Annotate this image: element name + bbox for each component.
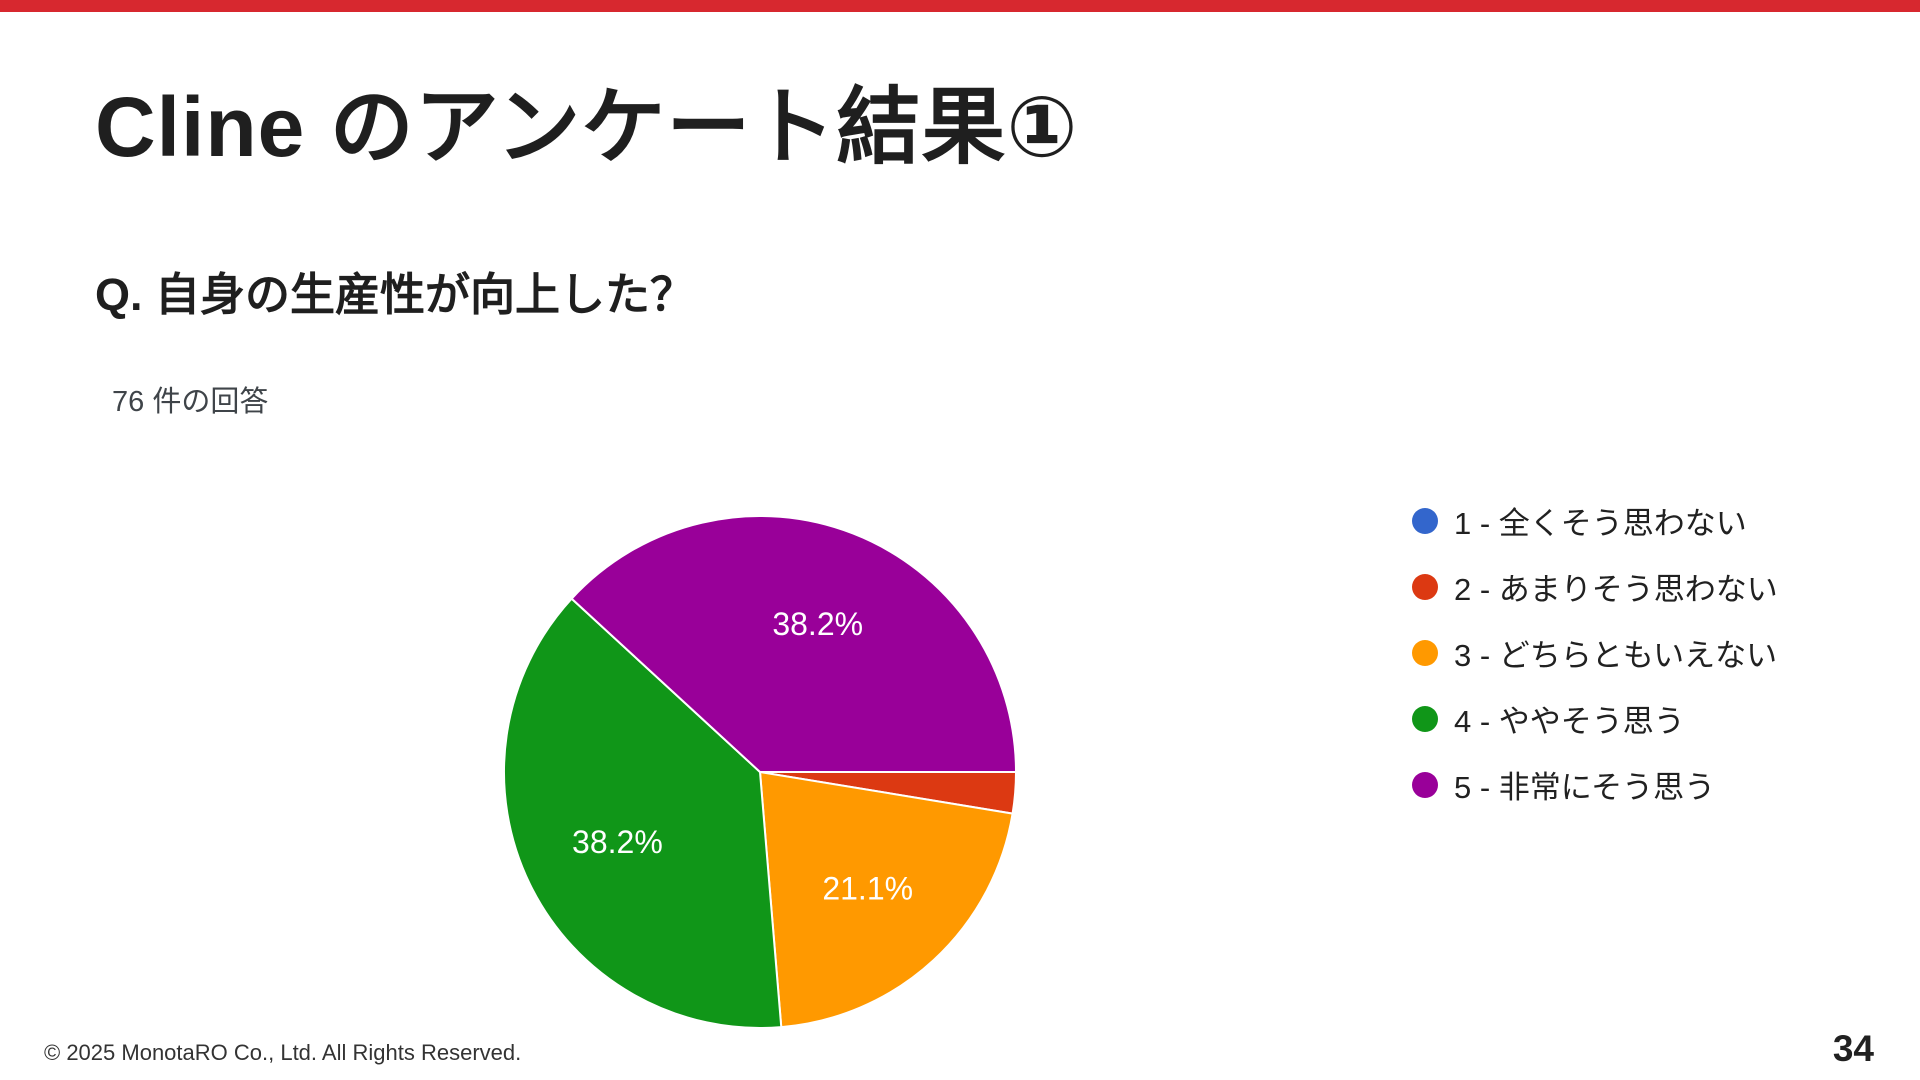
legend-item: 5 - 非常にそう思う [1412, 762, 1778, 807]
legend-label: 1 - 全くそう思わない [1454, 506, 1747, 541]
pie-slice [570, 515, 1018, 773]
pie-slice [758, 770, 1014, 1029]
legend-label: 2 - あまりそう思わない [1454, 572, 1778, 607]
pie-slice [503, 597, 783, 1029]
legend-item: 4 - ややそう思う [1412, 696, 1778, 741]
legend-label: 5 - 非常にそう思う [1454, 770, 1716, 805]
legend-color-dot [1412, 771, 1438, 798]
chart-legend: 1 - 全くそう思わない 2 - あまりそう思わない 3 - どちらともいえない 4 … [1412, 498, 1778, 807]
legend-label: 3 - どちらともいえない [1454, 638, 1778, 673]
response-count: 76 件の回答 [112, 386, 269, 418]
page-number: 34 [1832, 1028, 1874, 1069]
copyright-footer: © 2025 MonotaRO Co., Ltd. All Rights Res… [44, 1040, 522, 1065]
pie-slice-label: 38.2% [772, 606, 863, 642]
legend-color-dot [1412, 573, 1438, 600]
legend-color-dot [1412, 507, 1438, 534]
legend-color-dot [1412, 639, 1438, 666]
legend-label: 4 - ややそう思う [1454, 704, 1685, 739]
pie-chart-svg: 21.1% 38.2% 38.2% [503, 515, 1018, 1029]
legend-item: 1 - 全くそう思わない [1412, 498, 1778, 543]
question-heading: Q. 自身の生産性が向上した？ [95, 269, 696, 320]
top-accent-bar [0, 0, 1920, 12]
legend-color-dot [1412, 705, 1438, 732]
legend-item: 3 - どちらともいえない [1412, 630, 1778, 675]
pie-chart: 21.1% 38.2% 38.2% [490, 502, 1030, 1042]
pie-slice-label: 38.2% [572, 824, 663, 860]
slide-title: Cline のアンケート結果① [95, 80, 1079, 174]
pie-slice-label: 21.1% [822, 871, 913, 907]
legend-item: 2 - あまりそう思わない [1412, 564, 1778, 609]
